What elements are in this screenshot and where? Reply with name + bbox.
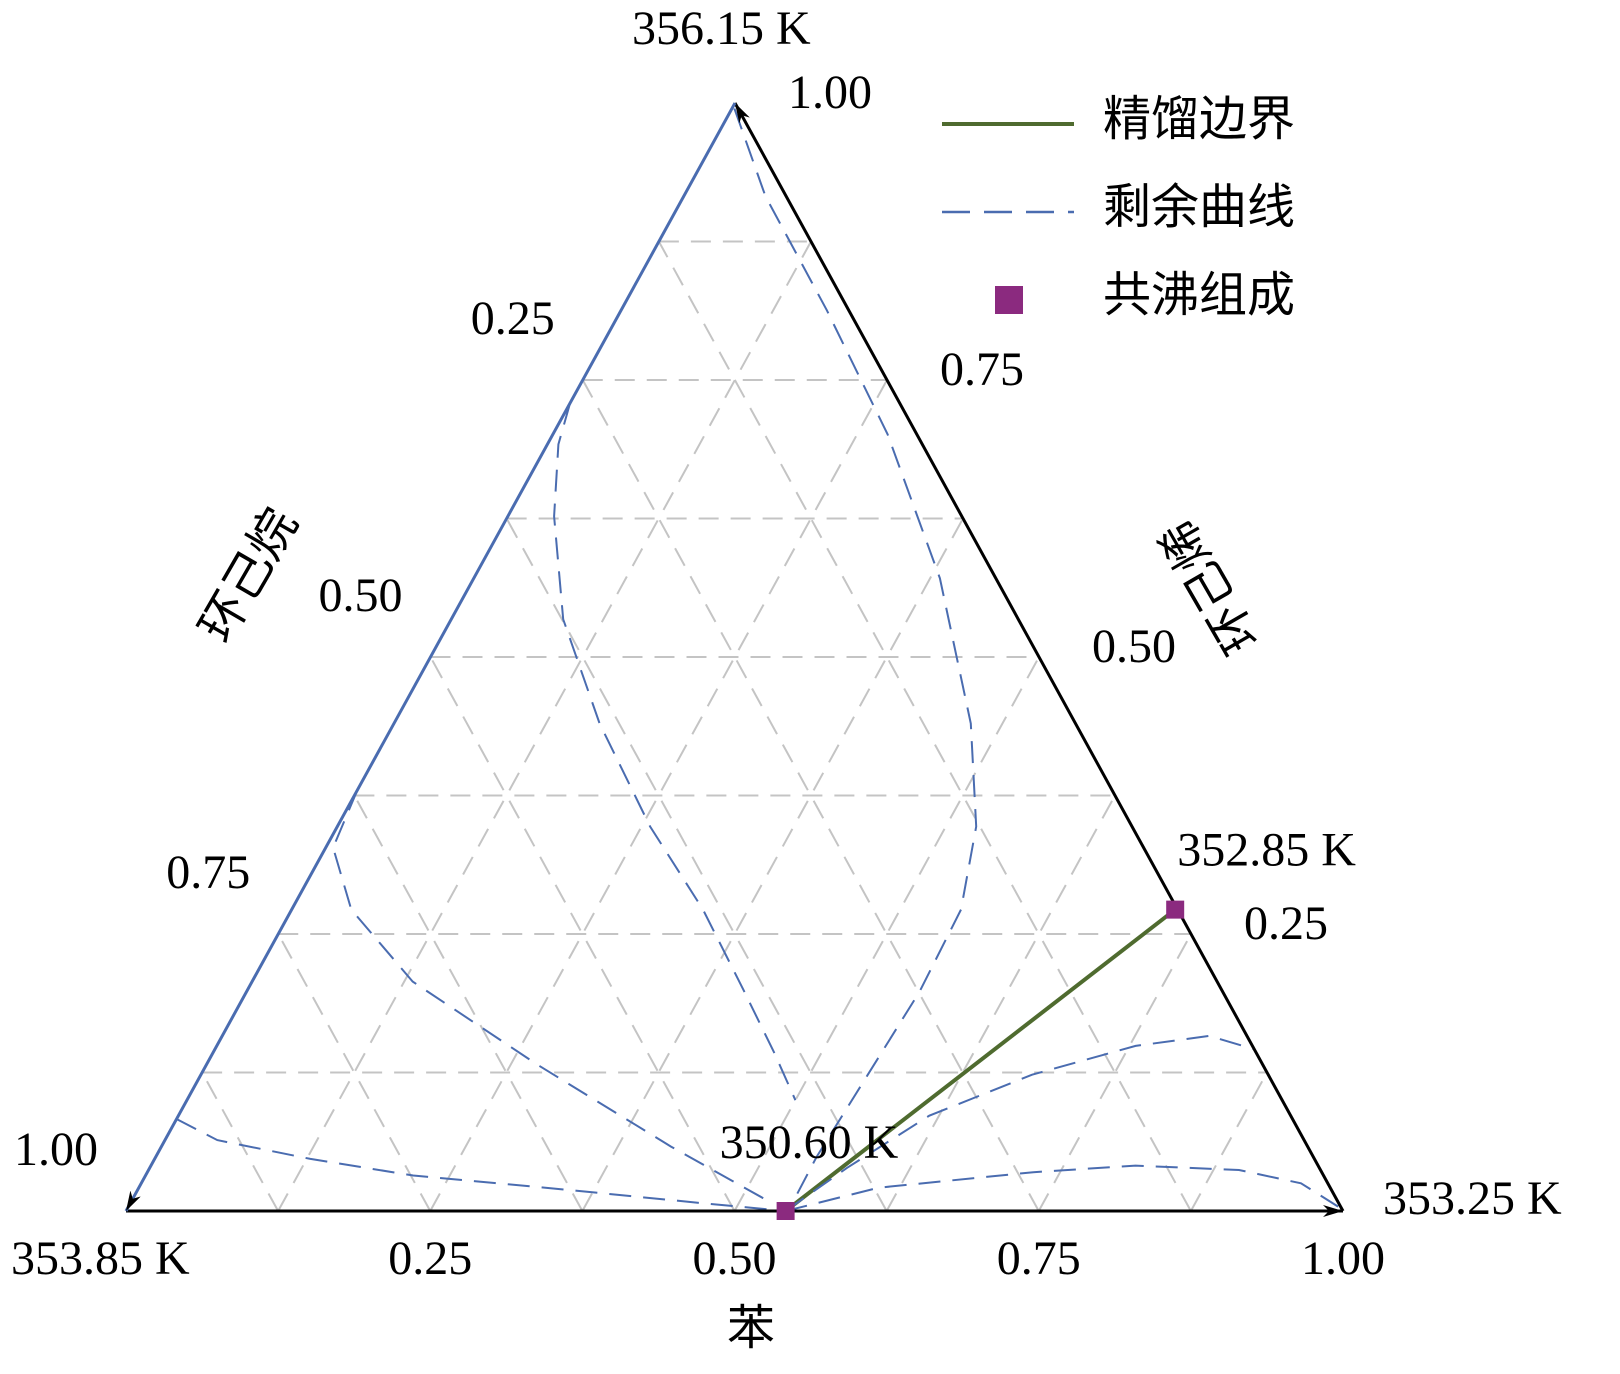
legend-label: 剩余曲线 [1103, 181, 1295, 234]
tick-label: 0.50 [1092, 620, 1176, 673]
axis-line [124, 102, 737, 1212]
axes [124, 102, 1345, 1217]
legend-swatch [995, 286, 1023, 314]
legend-label: 共沸组成 [1103, 269, 1295, 322]
axis-title: 环己烷 [190, 500, 308, 651]
tick-label: 0.75 [940, 343, 1024, 396]
tick-label: 0.75 [166, 846, 250, 899]
labels: 0.25 0.50 0.75 1.00 0.25 0.50 0.75 1.00 0.25 0.50… [11, 2, 1562, 1355]
grid-line [277, 933, 432, 1212]
tick-label: 0.75 [997, 1232, 1081, 1285]
distillation-boundary [784, 908, 1177, 1213]
residue-curve [332, 789, 765, 1200]
grid-line [353, 795, 584, 1212]
residue-curve [785, 1164, 1339, 1212]
curves [176, 108, 1339, 1213]
azeotrope-point [1166, 900, 1185, 919]
grid-line [277, 241, 812, 1212]
tick-label: 1.00 [788, 66, 872, 119]
tick-label: 0.25 [471, 292, 555, 345]
legend-label: 精馏边界 [1103, 93, 1295, 146]
vertex-label: 353.25 K [1383, 1172, 1562, 1225]
residue-curve [733, 108, 978, 1208]
vertex-label: 356.15 K [632, 2, 811, 55]
grid-line [733, 656, 1040, 1212]
tick-label: 0.25 [1244, 897, 1328, 950]
azeotrope-label: 350.60 K [720, 1116, 899, 1169]
grid-line [657, 241, 1192, 1212]
grid-line [429, 656, 736, 1212]
grid-line [885, 795, 1116, 1212]
azeotrope-point [776, 1202, 795, 1220]
tick-label: 0.50 [319, 569, 403, 622]
residue-curve [176, 1118, 786, 1212]
axis-line [733, 102, 1345, 1212]
grid-line [201, 1072, 280, 1212]
grid-line [505, 518, 888, 1212]
grid [201, 240, 1268, 1212]
grid-line [581, 518, 964, 1212]
grid-line [1189, 1072, 1268, 1212]
tick-label: 1.00 [1301, 1232, 1385, 1285]
vertex-label: 353.85 K [11, 1232, 190, 1285]
axis-title: 苯 [727, 1302, 775, 1355]
tick-label: 0.50 [693, 1232, 777, 1285]
grid-line [1037, 933, 1192, 1212]
azeotrope-label: 352.85 K [1177, 824, 1356, 877]
residue-curve [785, 1034, 1255, 1212]
tick-label: 1.00 [14, 1123, 98, 1176]
residue-curve [553, 403, 797, 1101]
tick-label: 0.25 [388, 1232, 472, 1285]
